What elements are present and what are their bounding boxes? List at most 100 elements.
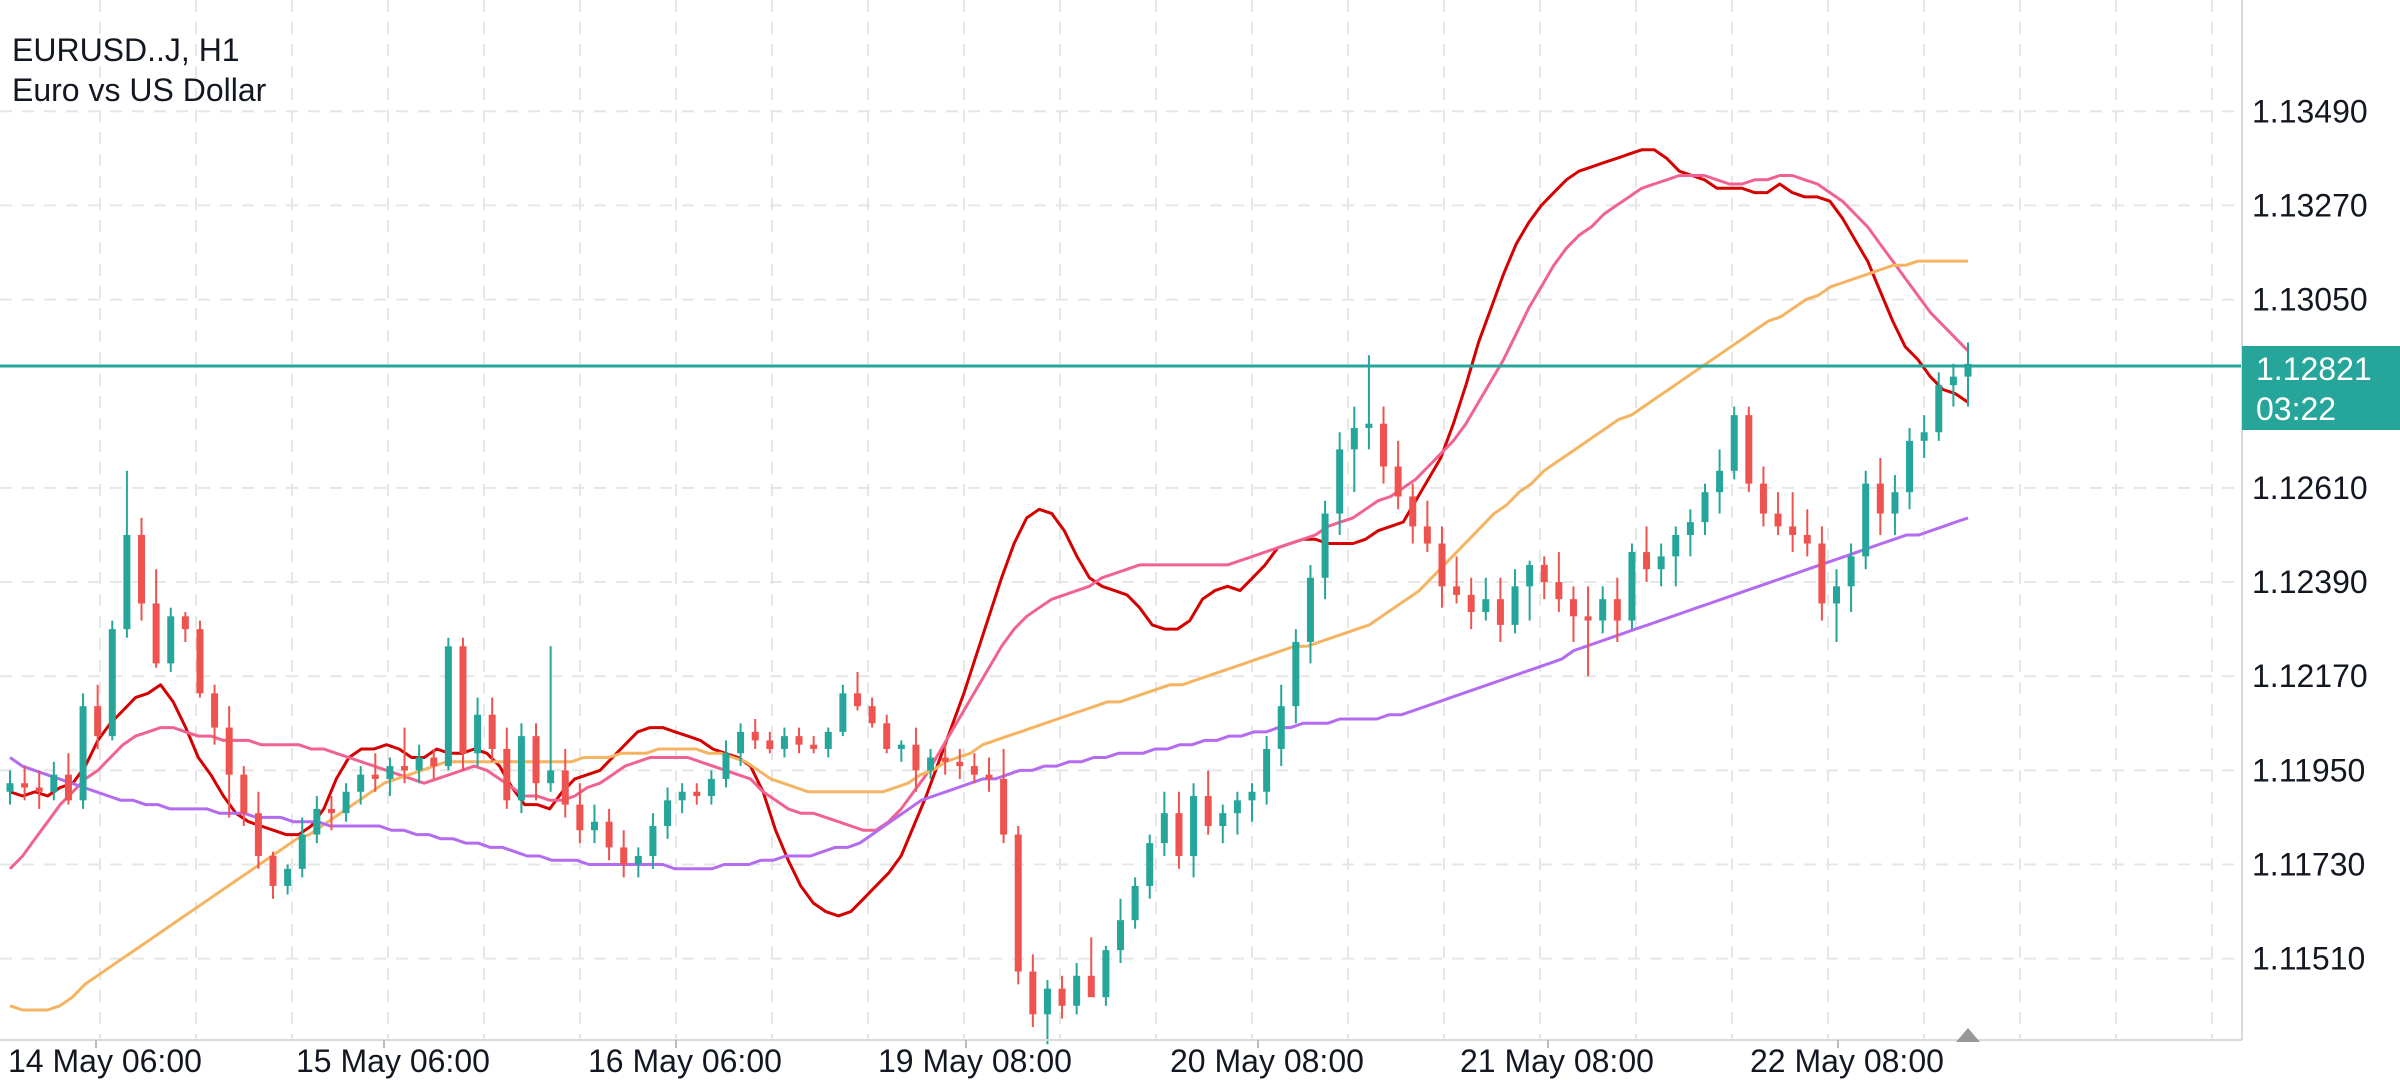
candle-body <box>269 855 277 886</box>
candle <box>1599 586 1607 634</box>
price-tick-label: 1.11950 <box>2252 752 2365 788</box>
candle <box>1716 449 1724 514</box>
candle-body <box>956 761 964 767</box>
candle <box>1759 466 1767 527</box>
candle-body <box>1423 526 1431 544</box>
symbol-header: EURUSD..J, H1 Euro vs US Dollar <box>12 30 266 110</box>
candle <box>1350 406 1358 493</box>
moving-average-line <box>9 259 1968 1012</box>
candle-body <box>868 706 876 724</box>
candle <box>1935 372 1943 441</box>
candle-body <box>1000 778 1008 835</box>
candle-body <box>1569 599 1577 617</box>
candle <box>1131 877 1139 929</box>
candle-body <box>1233 800 1241 814</box>
candle <box>459 637 467 771</box>
candle <box>503 727 511 809</box>
candle-body <box>1730 415 1738 471</box>
candle-body <box>1160 813 1168 844</box>
current-price-tag-bg <box>2242 346 2400 430</box>
candle <box>1555 552 1563 613</box>
candle <box>1526 560 1534 621</box>
candle <box>927 748 935 779</box>
candle <box>517 723 525 814</box>
candle-body <box>1321 513 1329 578</box>
candle-body <box>1409 496 1417 527</box>
candle-body <box>211 693 219 728</box>
candle-body <box>50 774 58 792</box>
candle-body <box>386 766 394 779</box>
candle-body <box>1876 483 1884 514</box>
symbol-description: Euro vs US Dollar <box>12 72 267 108</box>
candle-body <box>474 714 482 754</box>
candle <box>488 697 496 762</box>
candle <box>50 761 58 801</box>
current-price-tag: 1.12821 03:22 <box>2242 346 2400 430</box>
candle-body <box>1540 564 1548 583</box>
candle-body <box>1014 834 1022 972</box>
time-tick-label: 20 May 08:00 <box>1170 1043 1364 1079</box>
candle-body <box>1219 813 1227 827</box>
candle <box>576 783 584 844</box>
candle-body <box>167 616 175 664</box>
candle-body <box>1277 706 1285 749</box>
candle <box>1906 427 1914 510</box>
candle-body <box>357 774 365 792</box>
candle <box>1058 975 1066 1019</box>
moving-average-line <box>9 148 1969 918</box>
candle-body <box>123 534 131 630</box>
candle <box>444 637 452 771</box>
candle-body <box>1175 813 1183 856</box>
time-tick-label: 19 May 08:00 <box>878 1043 1072 1079</box>
moving-average-line <box>9 516 1969 871</box>
price-tick-label: 1.12390 <box>2252 564 2368 600</box>
candle <box>634 847 642 878</box>
candle <box>1321 500 1329 600</box>
candle-body <box>590 821 598 831</box>
candle <box>970 753 978 784</box>
candle <box>1482 577 1490 621</box>
candle-body <box>503 748 511 801</box>
candle <box>1000 748 1008 844</box>
candle-body <box>1365 423 1373 428</box>
candle <box>547 646 555 792</box>
candle <box>1029 954 1037 1028</box>
candle <box>810 736 818 754</box>
candle <box>561 748 569 818</box>
candle <box>839 684 847 737</box>
candle <box>1292 629 1300 724</box>
candle-body <box>737 731 745 754</box>
candle-body <box>1511 586 1519 625</box>
candle-body <box>240 774 248 814</box>
candle-body <box>1584 616 1592 621</box>
candle-body <box>298 834 306 869</box>
price-tick-label: 1.13050 <box>2252 282 2368 318</box>
price-tick-label: 1.13490 <box>2252 93 2368 129</box>
candle-body <box>649 826 657 856</box>
candle <box>1876 457 1884 535</box>
candle-body <box>912 744 920 771</box>
candle-body <box>620 847 628 865</box>
candle <box>853 671 861 711</box>
grid-lines <box>0 0 2242 1040</box>
candle-body <box>152 603 160 664</box>
candle <box>474 697 482 767</box>
candle <box>1540 556 1548 600</box>
candle <box>1146 834 1154 899</box>
candle-body <box>21 783 29 788</box>
candle <box>1380 406 1388 484</box>
candle-body <box>1920 432 1928 441</box>
candle <box>1423 500 1431 553</box>
candle <box>108 620 116 741</box>
candle-body <box>1263 748 1271 792</box>
candle-body <box>517 736 525 801</box>
candle <box>1643 526 1651 583</box>
candle <box>824 727 832 758</box>
candle-body <box>415 757 423 771</box>
candle-body <box>1526 564 1534 587</box>
candle-body <box>1643 552 1651 570</box>
time-tick-label: 14 May 06:00 <box>8 1043 202 1079</box>
scroll-to-end-icon[interactable] <box>1956 1028 1980 1042</box>
candlesticks <box>6 342 1972 1045</box>
